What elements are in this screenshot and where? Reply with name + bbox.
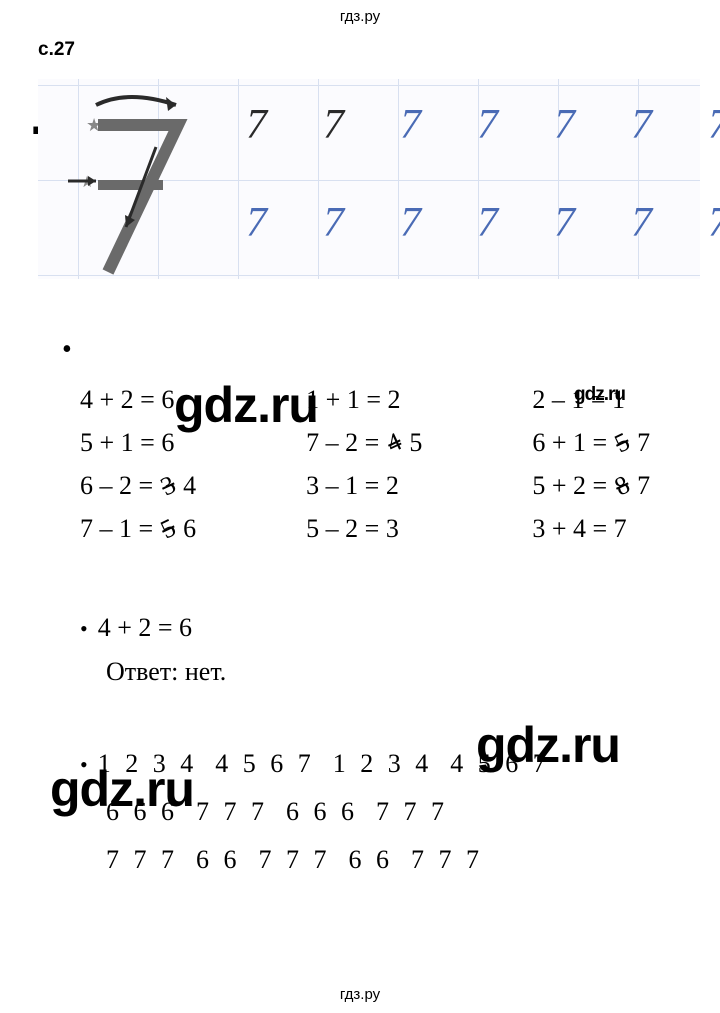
equation-row: 3 + 4 = 7 — [532, 508, 650, 551]
equation-column-2: 1 + 1 = 27 – 2 = 4 53 – 1 = 25 – 2 = 3 — [306, 379, 422, 551]
equation-row: 2 – 1 = 1 — [532, 379, 650, 422]
big-seven-figure: ★ ★ — [48, 87, 198, 277]
equation-column-3: 2 – 1 = 16 + 1 = 5 75 + 2 = 8 73 + 4 = 7 — [532, 379, 650, 551]
equation-row: 6 – 2 = 3 4 — [80, 465, 196, 508]
part-3: • 1 2 3 44 5 6 71 2 3 44 5 6 7 6 6 67 7 7… — [80, 740, 720, 884]
equation-row: 6 + 1 = 5 7 — [532, 422, 650, 465]
seven-row-2: 7 7 7 7 7 7 7 — [246, 199, 720, 247]
handwritten-seven: 7 — [323, 199, 344, 247]
handwritten-seven: 7 — [631, 199, 652, 247]
equations-block: • 4 + 2 = 65 + 1 = 66 – 2 = 3 47 – 1 = 5… — [80, 327, 720, 551]
handwritten-seven: 7 — [246, 101, 267, 149]
bullet-icon: • — [80, 752, 88, 777]
seven-row-1: 7 7 7 7 7 7 7 — [246, 101, 720, 149]
site-header: гдз.ру — [0, 0, 720, 25]
equation-row: 5 + 1 = 6 — [80, 422, 196, 465]
handwritten-seven: 7 — [631, 101, 652, 149]
handwritten-seven: 7 — [708, 101, 720, 149]
p3-line-1: 1 2 3 44 5 6 71 2 3 44 5 6 7 — [98, 749, 568, 778]
handwritten-seven: 7 — [708, 199, 720, 247]
equation-row: 5 + 2 = 8 7 — [532, 465, 650, 508]
equation-row: 7 – 2 = 4 5 — [306, 422, 422, 465]
equation-row: 7 – 1 = 5 6 — [80, 508, 196, 551]
p3-line-3: 7 7 76 67 7 76 67 7 7 — [106, 845, 501, 874]
handwritten-seven: 7 — [400, 199, 421, 247]
handwritten-seven: 7 — [246, 199, 267, 247]
bullet-icon: • — [80, 616, 88, 641]
equation-row: 1 + 1 = 2 — [306, 379, 422, 422]
equation-column-1: 4 + 2 = 65 + 1 = 66 – 2 = 3 47 – 1 = 5 6 — [80, 379, 196, 551]
handwriting-grid: ★ ★ 7777777 7777777 — [38, 79, 700, 279]
site-footer: гдз.ру — [0, 986, 720, 1003]
answer-value: нет. — [185, 657, 226, 686]
page-number-label: с.27 — [38, 39, 720, 61]
handwritten-seven: 7 — [477, 101, 498, 149]
equation-row: 4 + 2 = 6 — [80, 379, 196, 422]
equation-row: 5 – 2 = 3 — [306, 508, 422, 551]
handwritten-seven: 7 — [400, 101, 421, 149]
handwritten-seven: 7 — [477, 199, 498, 247]
p3-line-2: 6 6 67 7 76 6 67 7 7 — [106, 797, 466, 826]
handwritten-seven: 7 — [554, 101, 575, 149]
p2-equation: 4 + 2 = 6 — [98, 613, 192, 642]
handwritten-seven: 7 — [554, 199, 575, 247]
equation-row: 3 – 1 = 2 — [306, 465, 422, 508]
part-2: • 4 + 2 = 6 Ответ: нет. — [80, 606, 720, 694]
answer-label: Ответ: — [106, 657, 178, 686]
handwritten-seven: 7 — [323, 101, 344, 149]
bullet-icon: • — [62, 327, 720, 373]
